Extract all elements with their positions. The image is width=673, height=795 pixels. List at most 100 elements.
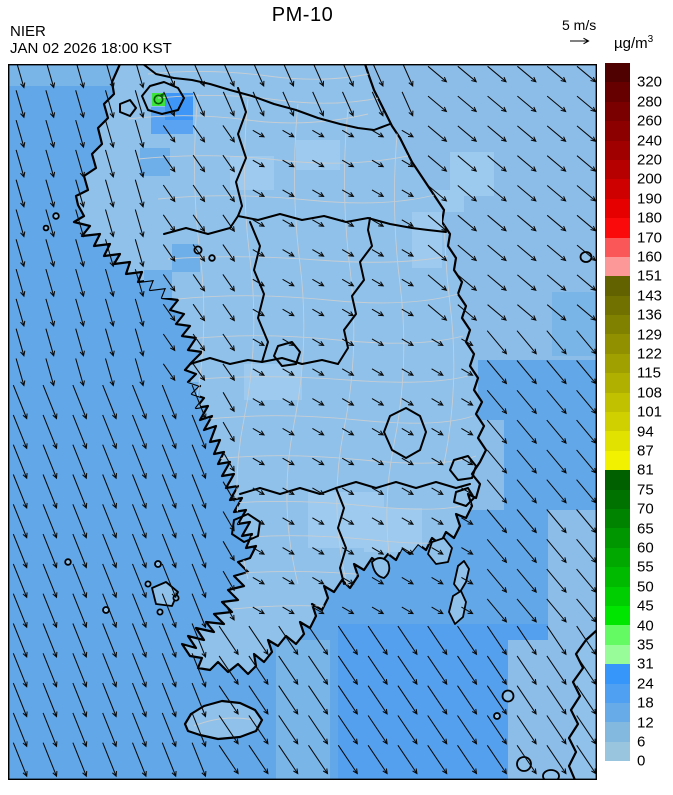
- wind-arrow-icon: [401, 159, 415, 168]
- wind-arrow-icon: [134, 239, 145, 268]
- wind-arrow-icon: [218, 655, 239, 686]
- colorbar-segment: [605, 431, 630, 451]
- wind-arrow-icon: [278, 745, 299, 775]
- wind-arrow-icon: [104, 239, 115, 268]
- wind-arrow-icon: [161, 504, 177, 539]
- wind-arrow-icon: [341, 219, 355, 227]
- wind-arrow-icon: [222, 303, 235, 322]
- wind-arrow-icon: [161, 742, 177, 778]
- wind-arrow-icon: [252, 457, 266, 466]
- wind-arrow-icon: [312, 159, 325, 168]
- wind-arrow-icon: [397, 745, 418, 775]
- wind-arrow-icon: [132, 682, 147, 718]
- colorbar-tick-label: 12: [637, 714, 654, 732]
- wind-arrow-icon: [162, 244, 176, 262]
- wind-arrow-icon: [487, 304, 507, 321]
- colorbar-tick-label: 190: [637, 190, 663, 208]
- wind-arrow-icon: [75, 149, 85, 179]
- wind-arrow-icon: [15, 328, 26, 357]
- wind-arrow-icon: [102, 414, 118, 450]
- wind-arrow-icon: [248, 745, 269, 775]
- wind-arrow-icon: [282, 189, 295, 197]
- wind-arrow-icon: [486, 568, 508, 594]
- wind-arrow-icon: [546, 330, 567, 355]
- wind-arrow-icon: [487, 185, 507, 202]
- wind-arrow-icon: [102, 742, 118, 778]
- wind-arrow-icon: [222, 600, 235, 621]
- border-sobaek: [337, 217, 373, 365]
- wind-arrow-icon: [222, 154, 235, 173]
- wind-arrow-icon: [15, 179, 26, 208]
- colorbar-tick-label: 170: [637, 229, 663, 247]
- wind-arrow-icon: [371, 547, 385, 555]
- wind-arrow-icon: [15, 239, 26, 268]
- jeju-island: [183, 699, 264, 741]
- unit-label: µg/m3: [614, 34, 653, 52]
- wind-arrow-icon: [193, 91, 205, 117]
- wind-arrow-icon: [163, 91, 176, 117]
- wind-arrow-icon: [12, 563, 28, 599]
- wind-arrow-icon: [371, 249, 385, 257]
- wind-arrow-icon: [252, 487, 266, 495]
- wind-arrow-icon: [132, 444, 147, 480]
- wind-arrow-icon: [75, 90, 85, 119]
- wind-arrow-icon: [516, 685, 537, 715]
- wind-arrow-icon: [516, 419, 537, 445]
- border-ulsan: [449, 455, 477, 481]
- wind-arrow-icon: [252, 398, 266, 406]
- wind-arrow-icon: [337, 745, 358, 775]
- wind-arrow-icon: [12, 474, 28, 509]
- wind-arrow-icon: [427, 685, 448, 715]
- wind-arrow-icon: [191, 474, 207, 509]
- border-daegu: [383, 407, 427, 459]
- wind-arrow-icon: [341, 427, 355, 436]
- wind-arrow-icon: [12, 384, 28, 420]
- wind-arrow-icon: [132, 384, 147, 420]
- wind-arrow-icon: [104, 298, 115, 328]
- wind-arrow-icon: [162, 125, 176, 143]
- colorbar-segment: [605, 528, 630, 548]
- wind-arrow-icon: [487, 214, 507, 232]
- wind-arrow-icon: [576, 214, 597, 232]
- small-island: [42, 224, 50, 232]
- border-incheon: [119, 99, 137, 117]
- wind-arrow-icon: [42, 414, 58, 450]
- wind-arrow-icon: [132, 712, 147, 748]
- wind-arrow-icon: [486, 419, 508, 445]
- wind-arrow-icon: [486, 449, 508, 474]
- wind-arrow-icon: [457, 625, 478, 656]
- wind-arrow-icon: [546, 155, 567, 172]
- wind-arrow-icon: [45, 149, 56, 179]
- wind-arrow-icon: [282, 457, 295, 466]
- wind-arrow-icon: [312, 278, 325, 287]
- wind-arrow-icon: [42, 444, 58, 480]
- border-gwangju: [231, 513, 261, 543]
- wind-arrow-icon: [397, 625, 418, 656]
- wind-arrow-icon: [104, 119, 115, 149]
- border-seoul: [141, 81, 185, 115]
- wind-arrow-icon: [337, 655, 358, 686]
- wind-arrow-icon: [191, 653, 207, 688]
- wind-arrow-icon: [192, 303, 206, 322]
- wind-arrow-icon: [517, 244, 537, 262]
- wind-arrow-icon: [312, 249, 325, 257]
- wind-arrow-icon: [12, 533, 28, 569]
- wind-arrow-icon: [45, 328, 56, 357]
- border-jeonbuk-north: [189, 357, 339, 365]
- wind-arrow-icon: [576, 125, 597, 143]
- wind-arrow-icon: [15, 149, 26, 179]
- wind-arrow-icon: [75, 268, 85, 298]
- wind-arrow-icon: [427, 244, 448, 262]
- wind-arrow-icon: [546, 449, 567, 474]
- wind-arrow-icon: [371, 159, 385, 168]
- wind-arrow-icon: [312, 517, 325, 525]
- namhae-island: [371, 557, 391, 579]
- wind-arrow-icon: [191, 444, 207, 480]
- wind-arrow-icon: [191, 414, 207, 450]
- wind-arrow-icon: [15, 358, 26, 387]
- wind-arrow-icon: [132, 563, 147, 599]
- small-island: [493, 712, 501, 720]
- wind-arrow-icon: [546, 598, 567, 623]
- wind-arrow-icon: [102, 384, 118, 420]
